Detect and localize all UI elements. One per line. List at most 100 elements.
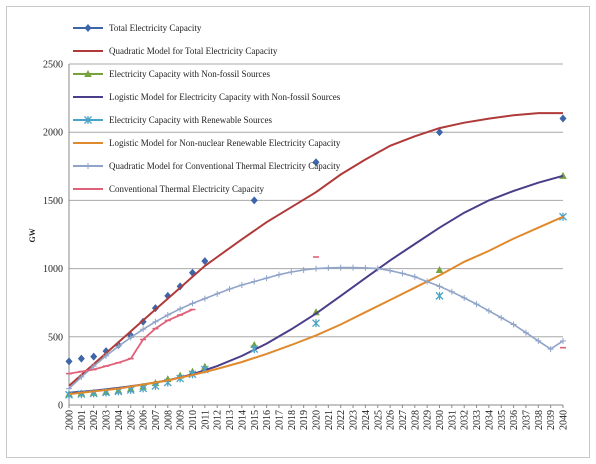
x-tick-label: 2032 — [460, 410, 471, 430]
data-point — [461, 294, 468, 301]
x-tick-label: 2009 — [176, 410, 187, 430]
x-tick-label: 2011 — [200, 410, 211, 430]
data-point — [485, 307, 492, 314]
data-point — [250, 345, 259, 354]
x-tick-label: 2034 — [484, 410, 495, 430]
x-tick-label: 2025 — [373, 410, 384, 430]
data-point — [337, 264, 344, 271]
x-tick-label: 2022 — [336, 410, 347, 430]
data-point — [312, 319, 320, 328]
x-tick-label: 2040 — [559, 410, 570, 430]
x-tick-label: 2013 — [225, 410, 236, 430]
data-point — [65, 357, 73, 366]
data-point — [436, 283, 443, 290]
x-tick-label: 2021 — [324, 410, 335, 430]
legend-item: Total Electricity Capacity — [73, 23, 202, 33]
y-tick-label: 2000 — [43, 128, 63, 139]
data-point — [115, 343, 122, 350]
x-tick-label: 2014 — [237, 410, 248, 430]
x-tick-label: 2031 — [447, 410, 458, 430]
data-point — [411, 273, 418, 280]
legend-item: Logistic Model for Non-nuclear Renewable… — [73, 138, 341, 148]
series-1 — [68, 112, 563, 387]
x-tick-labels: 2000 2001 2002 2003 2004 2005 2006 2007 2008 2009… — [65, 410, 570, 430]
legend-item: Quadratic Model for Total Electricity Ca… — [73, 46, 278, 56]
legend-item: Electricity Capacity with Renewable Sour… — [73, 115, 272, 125]
x-tick-label: 2035 — [497, 410, 508, 430]
x-tick-label: 2005 — [126, 410, 137, 430]
x-tick-label: 2000 — [65, 410, 76, 430]
data-point — [559, 171, 567, 179]
data-point — [313, 265, 319, 272]
legend-label: Total Electricity Capacity — [109, 23, 202, 33]
x-tick-label: 2006 — [139, 410, 150, 430]
data-point — [66, 385, 72, 392]
x-tick-label: 2015 — [250, 410, 261, 430]
data-point — [238, 281, 245, 288]
series-6 — [66, 264, 566, 392]
series-4 — [65, 212, 567, 399]
data-point — [435, 265, 444, 273]
data-point — [90, 363, 97, 370]
series-0 — [65, 114, 567, 366]
legend-marker — [84, 70, 92, 77]
data-point — [312, 158, 320, 167]
data-point — [547, 346, 554, 353]
data-point — [127, 334, 134, 341]
series-line — [68, 174, 564, 394]
data-point — [250, 340, 259, 348]
y-tick-label: 1000 — [43, 264, 63, 275]
legend-label: Electricity Capacity with Non-fossil Sou… — [109, 69, 270, 79]
data-point — [177, 305, 184, 312]
x-tick-label: 2010 — [188, 410, 199, 430]
x-tick-label: 2016 — [262, 410, 273, 430]
data-point — [399, 270, 406, 277]
x-tick-label: 2039 — [546, 410, 557, 430]
data-point — [436, 128, 443, 137]
data-point — [251, 278, 258, 285]
data-point — [201, 295, 208, 302]
data-point — [350, 264, 357, 271]
series-line — [68, 112, 563, 387]
data-point — [250, 196, 258, 205]
x-tick-label: 2028 — [410, 410, 421, 430]
data-point — [535, 337, 542, 344]
data-point — [559, 114, 567, 123]
data-point — [275, 271, 282, 278]
legend: Total Electricity Capacity Quadratic Mode… — [73, 23, 341, 194]
legend-label: Quadratic Model for Conventional Thermal… — [109, 161, 341, 171]
series-5 — [68, 215, 564, 396]
data-point — [201, 257, 209, 266]
y-tick-label: 1500 — [43, 196, 63, 207]
y-tick-label: 0 — [58, 401, 63, 412]
legend-marker — [84, 24, 92, 32]
data-point — [65, 390, 73, 399]
data-point — [374, 265, 381, 272]
data-point — [78, 374, 85, 381]
y-tick-labels: 0 500 1000 1500 2000 2500 — [43, 60, 63, 412]
legend-marker — [85, 163, 91, 169]
data-point — [448, 288, 455, 295]
series-2 — [65, 171, 567, 398]
data-point — [435, 291, 444, 300]
data-point — [152, 318, 159, 325]
data-point — [560, 337, 566, 344]
x-tick-label: 2001 — [77, 410, 88, 430]
y-tick-label: 500 — [48, 332, 63, 343]
x-tick-label: 2033 — [472, 410, 483, 430]
x-tick-label: 2018 — [287, 410, 298, 430]
y-axis-label: GW — [28, 228, 37, 242]
plot-area — [65, 112, 567, 399]
legend-item: Conventional Thermal Electricity Capacit… — [73, 184, 265, 194]
x-tick-label: 2008 — [163, 410, 174, 430]
data-point — [522, 329, 529, 336]
data-point — [90, 352, 98, 361]
data-point — [510, 321, 517, 328]
legend-item: Logistic Model for Electricity Capacity … — [73, 92, 341, 102]
data-point — [164, 311, 171, 318]
x-tick-label: 2029 — [423, 410, 434, 430]
data-point — [473, 301, 480, 308]
legend-item: Quadratic Model for Conventional Thermal… — [73, 161, 341, 171]
x-tick-label: 2007 — [151, 410, 162, 430]
